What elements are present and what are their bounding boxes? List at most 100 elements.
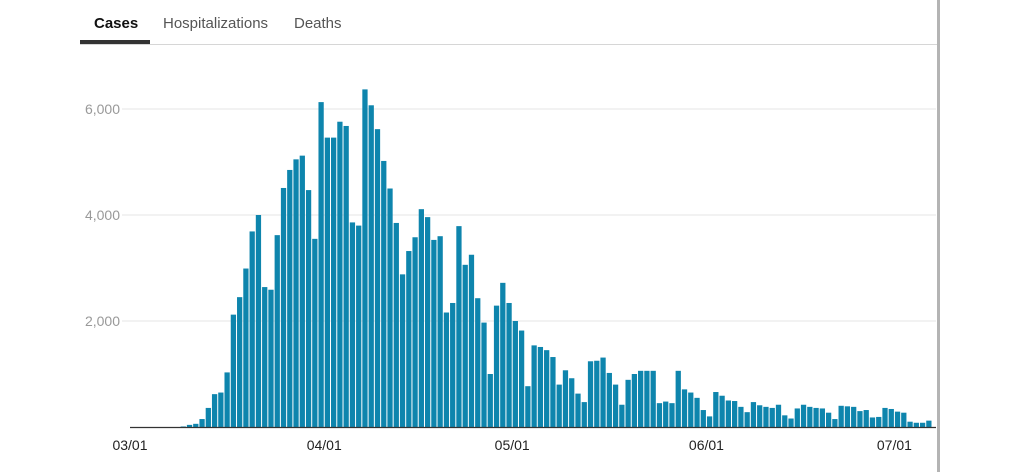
bar bbox=[312, 238, 318, 427]
bar bbox=[575, 393, 581, 427]
bar bbox=[663, 401, 669, 427]
bar bbox=[669, 403, 675, 427]
bar bbox=[681, 389, 688, 427]
bar bbox=[393, 222, 399, 427]
bar bbox=[832, 419, 838, 427]
bar bbox=[719, 395, 725, 427]
bar bbox=[343, 125, 349, 428]
bar bbox=[600, 357, 606, 427]
bar bbox=[800, 404, 807, 427]
y-tick-label: 4,000 bbox=[85, 207, 120, 223]
bar bbox=[631, 374, 638, 427]
bar bbox=[913, 422, 919, 427]
tab-bar: Cases Hospitalizations Deaths bbox=[80, 0, 940, 45]
bar bbox=[882, 407, 888, 427]
bar bbox=[863, 410, 869, 427]
bar bbox=[869, 417, 876, 427]
bar bbox=[706, 416, 713, 427]
bar bbox=[224, 372, 230, 427]
bar bbox=[518, 330, 525, 427]
bar bbox=[638, 370, 644, 427]
bar bbox=[713, 392, 719, 427]
x-tick-label: 06/01 bbox=[689, 437, 724, 453]
bar bbox=[544, 350, 550, 427]
bar bbox=[431, 239, 437, 427]
bar bbox=[813, 407, 819, 427]
bar bbox=[475, 298, 481, 427]
bar bbox=[406, 251, 412, 427]
axis-labels: 2,000 4,000 6,000 03/01 04/01 05/01 06/01 07/01 bbox=[85, 101, 912, 453]
bar bbox=[305, 190, 312, 427]
cases-bar-chart: 2,000 4,000 6,000 03/01 04/01 05/01 06/01 07/01 bbox=[85, 89, 936, 453]
bar bbox=[926, 420, 932, 427]
y-tick-label: 6,000 bbox=[85, 101, 120, 117]
bar bbox=[656, 403, 663, 427]
bar bbox=[318, 102, 324, 428]
bar bbox=[512, 321, 518, 427]
tab-cases[interactable]: Cases bbox=[94, 15, 139, 32]
bar bbox=[694, 397, 700, 427]
bar bbox=[500, 282, 506, 427]
bar bbox=[775, 404, 782, 427]
bar bbox=[356, 225, 362, 427]
bar bbox=[287, 169, 293, 427]
x-tick-label: 04/01 bbox=[307, 437, 342, 453]
bar bbox=[725, 400, 731, 427]
bar bbox=[750, 402, 757, 427]
bar bbox=[255, 215, 262, 427]
bar bbox=[243, 268, 249, 427]
bar bbox=[368, 105, 374, 427]
bar bbox=[362, 89, 368, 427]
bar bbox=[769, 407, 775, 427]
bar bbox=[606, 372, 612, 427]
bar bbox=[205, 407, 211, 427]
bar bbox=[556, 384, 562, 427]
bar bbox=[894, 411, 901, 427]
bar bbox=[838, 405, 844, 427]
bar bbox=[437, 236, 443, 427]
bar bbox=[186, 424, 193, 427]
bar bbox=[819, 408, 825, 427]
bar bbox=[901, 412, 907, 427]
bar bbox=[732, 401, 738, 427]
bar bbox=[443, 312, 450, 427]
bar bbox=[876, 416, 882, 427]
bar bbox=[349, 222, 356, 427]
bar bbox=[612, 384, 619, 427]
bar bbox=[399, 274, 406, 427]
bar bbox=[462, 264, 468, 427]
bar bbox=[907, 421, 913, 427]
bar bbox=[274, 235, 280, 427]
bar bbox=[468, 254, 475, 427]
tab-deaths[interactable]: Deaths bbox=[294, 15, 342, 32]
bar bbox=[619, 404, 625, 427]
bar bbox=[230, 314, 237, 427]
bar bbox=[537, 346, 544, 427]
bar bbox=[550, 357, 556, 427]
bar bbox=[675, 370, 681, 427]
bar bbox=[700, 410, 706, 427]
bar bbox=[525, 386, 531, 427]
bar bbox=[844, 406, 851, 427]
bar bbox=[531, 345, 537, 427]
bar bbox=[688, 392, 694, 427]
tab-hospitalizations[interactable]: Hospitalizations bbox=[163, 15, 269, 32]
bar bbox=[487, 374, 493, 427]
bar bbox=[280, 187, 287, 427]
bar bbox=[237, 297, 243, 427]
bar bbox=[481, 322, 487, 427]
bar bbox=[381, 160, 387, 427]
bar bbox=[387, 188, 393, 427]
bar bbox=[782, 415, 788, 427]
bar bbox=[562, 370, 569, 427]
bar bbox=[763, 406, 769, 427]
bar bbox=[456, 226, 462, 427]
bar bbox=[331, 137, 337, 427]
bar bbox=[794, 408, 800, 427]
bar bbox=[919, 422, 926, 427]
bar bbox=[299, 155, 305, 427]
bar bbox=[199, 419, 205, 427]
bar bbox=[757, 405, 763, 427]
bar bbox=[788, 418, 794, 427]
bar bbox=[193, 423, 199, 427]
